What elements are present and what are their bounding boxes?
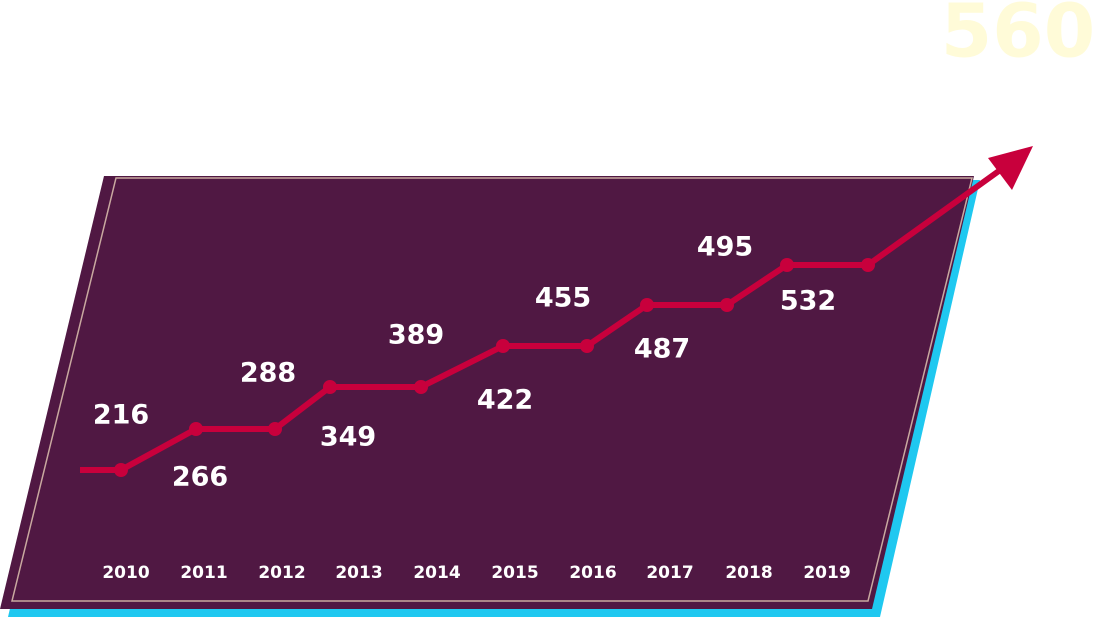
year-label: 2014	[413, 563, 460, 583]
year-label: 2010	[102, 563, 149, 583]
value-label: 266	[172, 462, 228, 493]
highlight-value: 560	[941, 0, 1095, 75]
panel	[0, 176, 974, 609]
year-label: 2017	[646, 563, 693, 583]
value-label: 288	[240, 358, 296, 389]
year-label: 2011	[180, 563, 227, 583]
year-label: 2012	[258, 563, 305, 583]
value-label: 349	[320, 422, 376, 453]
arrow-head	[988, 146, 1033, 190]
panel-border	[11, 177, 973, 602]
value-label: 487	[634, 334, 690, 365]
value-label: 422	[477, 385, 533, 416]
value-label: 216	[93, 400, 149, 431]
year-label: 2016	[569, 563, 616, 583]
year-label: 2013	[335, 563, 382, 583]
vertex-dots	[114, 258, 875, 477]
year-label: 2015	[491, 563, 538, 583]
year-label: 2019	[803, 563, 850, 583]
year-label: 2018	[725, 563, 772, 583]
value-label: 495	[697, 232, 753, 263]
value-label: 389	[388, 320, 444, 351]
value-label: 532	[780, 286, 836, 317]
value-label: 455	[535, 283, 591, 314]
